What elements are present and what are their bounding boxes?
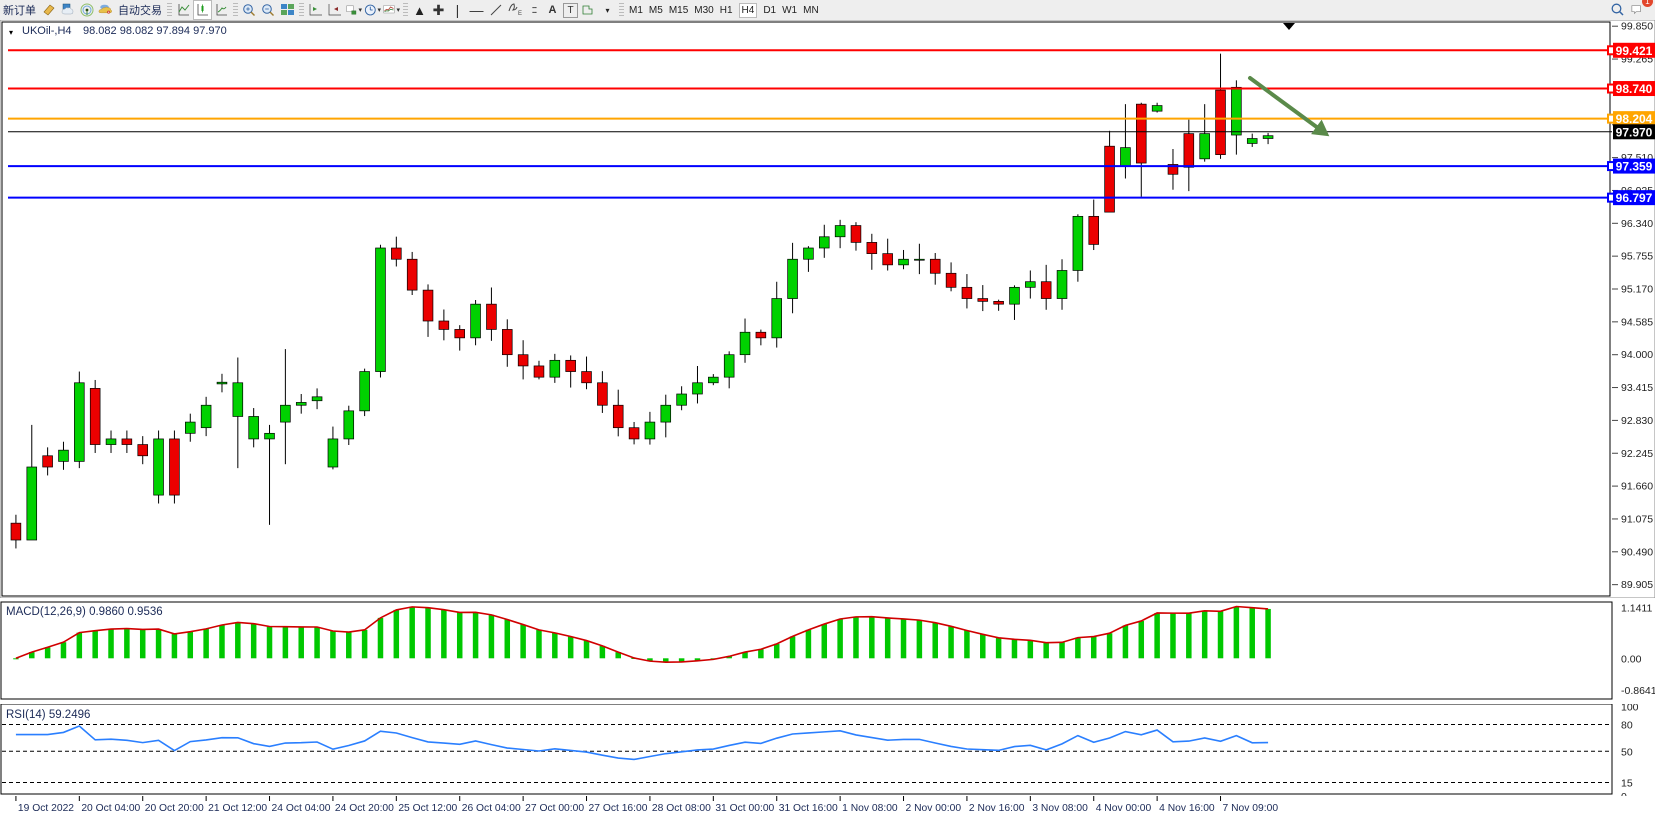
svg-text:92.245: 92.245 <box>1621 448 1653 460</box>
svg-text:4 Nov 16:00: 4 Nov 16:00 <box>1159 803 1215 814</box>
svg-text:RSI(14) 59.2496: RSI(14) 59.2496 <box>6 709 90 721</box>
svg-text:UKOil-,H4: UKOil-,H4 <box>22 25 72 37</box>
svg-text:21 Oct 12:00: 21 Oct 12:00 <box>208 803 267 814</box>
svg-text:95.170: 95.170 <box>1621 284 1653 296</box>
svg-text:24 Oct 20:00: 24 Oct 20:00 <box>335 803 394 814</box>
svg-text:27 Oct 00:00: 27 Oct 00:00 <box>525 803 584 814</box>
svg-text:2 Nov 16:00: 2 Nov 16:00 <box>969 803 1025 814</box>
svg-text:20 Oct 20:00: 20 Oct 20:00 <box>145 803 204 814</box>
svg-text:96.340: 96.340 <box>1621 218 1653 230</box>
svg-text:1 Nov 08:00: 1 Nov 08:00 <box>842 803 898 814</box>
svg-text:3 Nov 08:00: 3 Nov 08:00 <box>1032 803 1088 814</box>
svg-text:MACD(12,26,9) 0.9860 0.9536: MACD(12,26,9) 0.9860 0.9536 <box>6 606 163 618</box>
svg-text:4 Nov 00:00: 4 Nov 00:00 <box>1096 803 1152 814</box>
svg-text:91.660: 91.660 <box>1621 481 1653 493</box>
svg-text:89.905: 89.905 <box>1621 579 1653 591</box>
svg-text:94.000: 94.000 <box>1621 349 1653 361</box>
svg-text:0.00: 0.00 <box>1621 653 1642 665</box>
svg-text:90.490: 90.490 <box>1621 546 1653 558</box>
svg-text:-0.8641: -0.8641 <box>1621 685 1655 697</box>
svg-text:98.082 98.082 97.894 97.970: 98.082 98.082 97.894 97.970 <box>83 25 227 37</box>
svg-text:15: 15 <box>1621 778 1633 790</box>
svg-text:31 Oct 00:00: 31 Oct 00:00 <box>715 803 774 814</box>
svg-text:100: 100 <box>1621 704 1639 714</box>
svg-text:20 Oct 04:00: 20 Oct 04:00 <box>81 803 140 814</box>
svg-text:95.755: 95.755 <box>1621 251 1653 263</box>
svg-text:99.850: 99.850 <box>1621 21 1653 33</box>
svg-text:97.359: 97.359 <box>1616 160 1653 174</box>
svg-text:7 Nov 09:00: 7 Nov 09:00 <box>1223 803 1279 814</box>
svg-text:▾: ▾ <box>9 28 13 37</box>
svg-text:91.075: 91.075 <box>1621 513 1653 525</box>
svg-text:98.740: 98.740 <box>1616 82 1653 96</box>
svg-text:80: 80 <box>1621 720 1633 732</box>
svg-text:96.797: 96.797 <box>1616 191 1653 205</box>
svg-text:25 Oct 12:00: 25 Oct 12:00 <box>398 803 457 814</box>
svg-text:1.1411: 1.1411 <box>1621 603 1652 615</box>
svg-text:28 Oct 08:00: 28 Oct 08:00 <box>652 803 711 814</box>
svg-text:E: E <box>518 11 522 17</box>
svg-text:24 Oct 04:00: 24 Oct 04:00 <box>272 803 331 814</box>
svg-text:2 Nov 00:00: 2 Nov 00:00 <box>906 803 962 814</box>
svg-text:31 Oct 16:00: 31 Oct 16:00 <box>779 803 838 814</box>
svg-text:27 Oct 16:00: 27 Oct 16:00 <box>589 803 648 814</box>
svg-text:50: 50 <box>1621 746 1633 758</box>
svg-text:93.415: 93.415 <box>1621 382 1653 394</box>
svg-text:94.585: 94.585 <box>1621 316 1653 328</box>
svg-text:98.204: 98.204 <box>1616 112 1653 126</box>
svg-text:97.970: 97.970 <box>1616 125 1653 139</box>
svg-text:99.421: 99.421 <box>1616 44 1653 58</box>
svg-text:19 Oct 2022: 19 Oct 2022 <box>18 803 74 814</box>
svg-text:92.830: 92.830 <box>1621 415 1653 427</box>
svg-text:26 Oct 04:00: 26 Oct 04:00 <box>462 803 521 814</box>
